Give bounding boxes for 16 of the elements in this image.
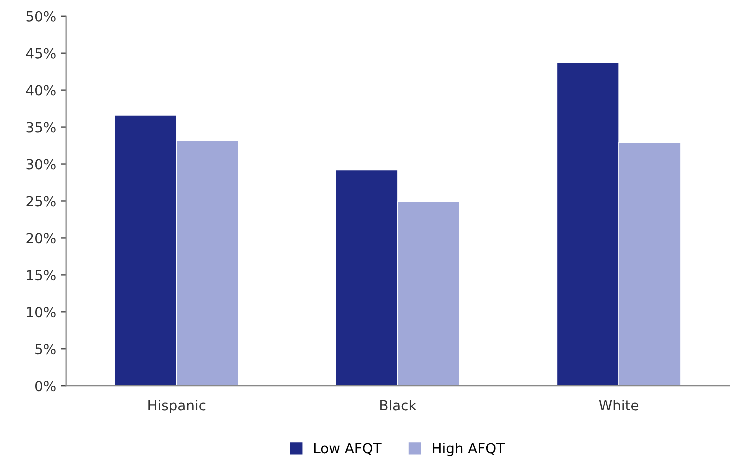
x-tick-label: Hispanic <box>148 400 206 414</box>
y-tick-label: 5% <box>36 344 56 355</box>
y-tick-label: 50% <box>26 11 56 22</box>
y-tick-label: 10% <box>27 307 56 318</box>
y-tick-label: 25% <box>26 196 56 207</box>
y-tick-label: 45% <box>26 48 56 59</box>
y-tick-label: 40% <box>26 85 56 96</box>
y-tick-label: 0% <box>35 381 56 392</box>
legend-label: Low AFQT <box>314 443 382 456</box>
y-tick-label: 30% <box>26 159 56 170</box>
x-tick-label: Black <box>380 400 417 411</box>
y-tick-label: 15% <box>27 270 56 281</box>
y-tick-label: 35% <box>26 122 56 133</box>
y-tick-label: 20% <box>26 233 56 244</box>
x-tick-label: White <box>599 400 639 411</box>
legend-label: High AFQT <box>433 442 506 456</box>
